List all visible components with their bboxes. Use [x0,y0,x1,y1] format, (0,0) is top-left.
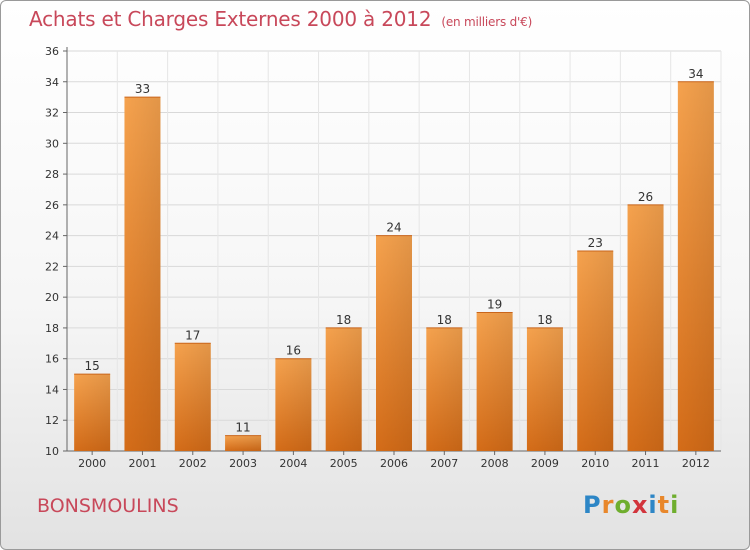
x-tick-label: 2010 [581,457,609,470]
y-tick-label: 28 [45,168,59,181]
bar-shade [225,435,262,451]
y-tick-label: 14 [45,383,59,396]
bar-shade [627,204,664,451]
x-tick-label: 2001 [128,457,156,470]
bar-shade [476,312,513,451]
bar-value-label: 17 [185,328,200,342]
logo-letter: P [583,491,602,519]
x-tick-label: 2000 [78,457,106,470]
chart-title: Achats et Charges Externes 2000 à 2012 (e… [29,7,532,31]
chart-title-text: Achats et Charges Externes 2000 à 2012 [29,7,432,31]
y-tick-label: 22 [45,260,59,273]
y-tick-label: 12 [45,414,59,427]
x-tick-label: 2012 [682,457,710,470]
logo-letter: r [601,491,615,519]
commune-name: BONSMOULINS [37,495,179,517]
proxiti-logo: Proxiti [583,491,679,519]
bar-value-label: 34 [688,67,703,81]
y-tick-label: 34 [45,76,59,89]
bar-shade [174,343,211,451]
bar-value-label: 18 [336,313,351,327]
bar-shade [325,327,362,451]
y-tick-label: 10 [45,445,59,458]
bar-shade [74,374,111,451]
x-tick-label: 2008 [481,457,509,470]
x-tick-label: 2005 [330,457,358,470]
y-tick-label: 36 [45,45,59,58]
y-tick-label: 24 [45,230,59,243]
y-tick-label: 18 [45,322,59,335]
bar-value-label: 18 [537,313,552,327]
x-tick-label: 2009 [531,457,559,470]
y-tick-label: 20 [45,291,59,304]
y-tick-label: 32 [45,107,59,120]
bar-shade [376,235,412,451]
bar-value-label: 18 [437,313,452,327]
x-tick-label: 2004 [279,457,307,470]
bar-value-label: 24 [386,221,401,235]
logo-letter: i [648,491,658,519]
x-tick-label: 2006 [380,457,408,470]
logo-letter: t [657,491,671,519]
bar-value-label: 16 [286,344,301,358]
logo-letter: o [614,491,632,519]
bar-value-label: 19 [487,298,502,312]
y-tick-label: 26 [45,199,59,212]
logo-letter: x [631,491,649,519]
x-tick-label: 2011 [632,457,660,470]
bar-value-label: 26 [638,190,653,204]
bar-shade [275,358,312,451]
chart-unit: (en milliers d'€) [441,15,533,29]
bar-shade [577,251,614,451]
bar-value-label: 33 [135,82,150,96]
logo-letter: i [670,491,680,519]
bar-shade [124,97,161,452]
y-tick-label: 16 [45,353,59,366]
x-tick-label: 2007 [430,457,458,470]
bar-shade [526,327,563,451]
bar-value-label: 23 [588,236,603,250]
x-tick-label: 2002 [179,457,207,470]
bars [74,81,714,452]
bar-shade [426,327,463,451]
x-tick-label: 2003 [229,457,257,470]
bar-value-label: 15 [85,359,100,373]
bar-value-label: 11 [235,421,250,435]
labels: 10 12 14 16 18 20 22 24 26 28 30 32 34 36 15 2000 33 2001… [45,45,710,470]
bar-shade [677,81,714,452]
y-tick-label: 30 [45,137,59,150]
